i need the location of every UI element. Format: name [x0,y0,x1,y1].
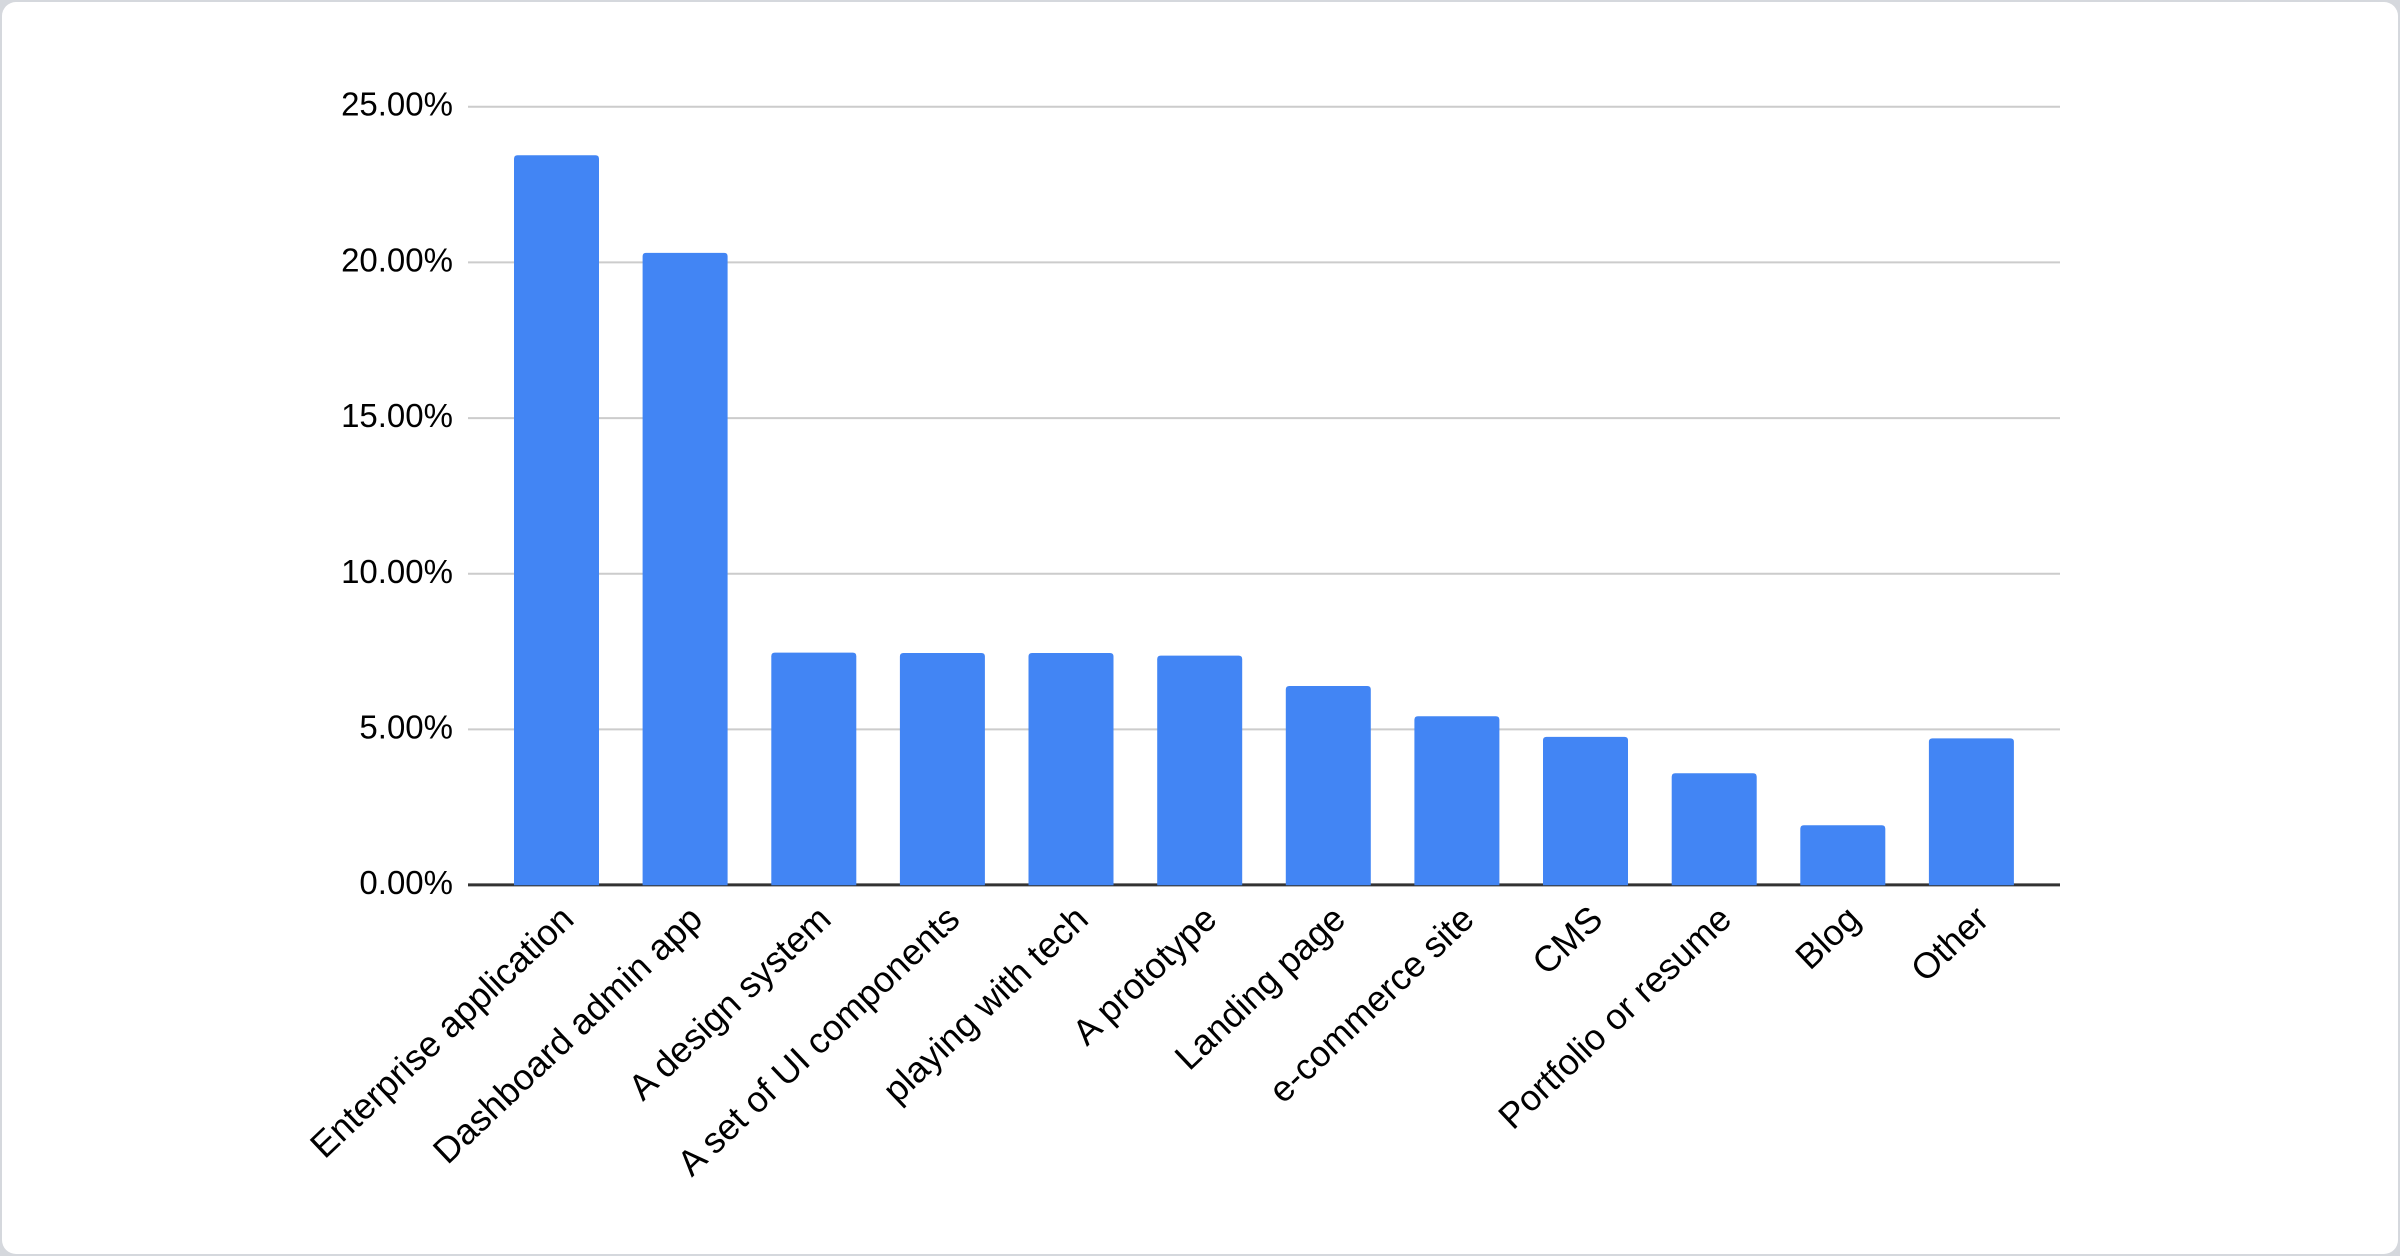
svg-text:Other: Other [1903,898,1997,990]
svg-text:10.00%: 10.00% [341,553,453,590]
svg-text:25.00%: 25.00% [341,86,453,123]
svg-text:CMS: CMS [1524,898,1610,983]
svg-text:5.00%: 5.00% [359,708,453,745]
svg-text:20.00%: 20.00% [341,241,453,278]
svg-text:15.00%: 15.00% [341,397,453,434]
svg-text:Blog: Blog [1787,898,1867,977]
svg-text:Portfolio or resume: Portfolio or resume [1490,898,1739,1137]
svg-text:0.00%: 0.00% [359,864,453,901]
